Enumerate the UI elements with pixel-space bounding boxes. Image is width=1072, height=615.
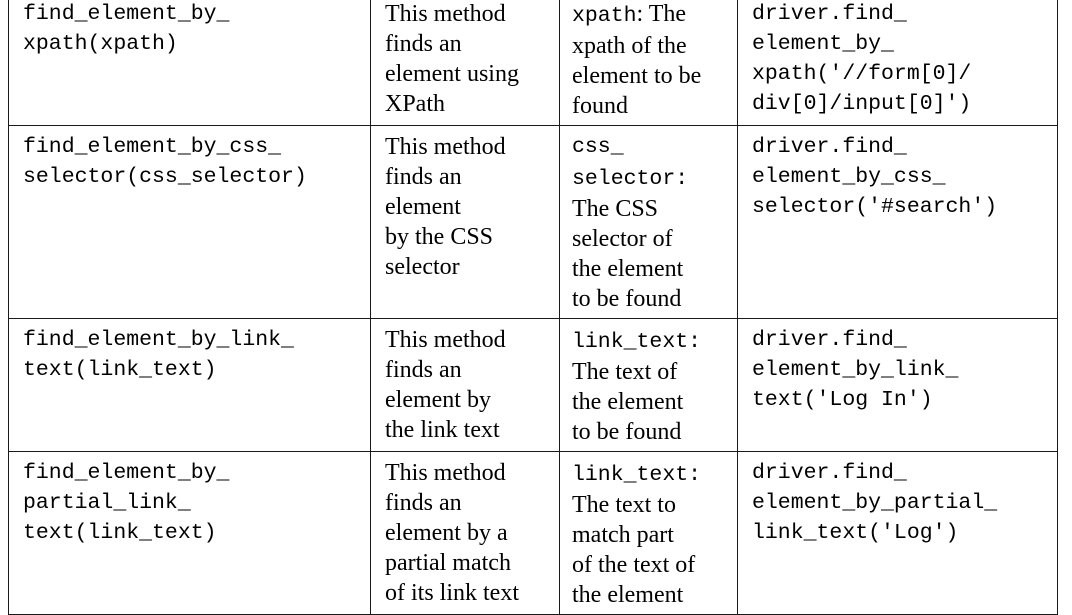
argument-line: selector:: [572, 162, 725, 194]
method-cell: find_element_by_ partial_link_ text(link…: [8, 451, 371, 615]
argument-text: : The: [636, 1, 687, 27]
description-line: finds an: [385, 490, 462, 516]
argument-line: element to be: [572, 63, 702, 89]
example-cell: driver.find_ element_by_css_ selector('#…: [737, 125, 1058, 319]
description-line: of its link text: [385, 580, 519, 606]
example-line: text('Log In'): [752, 388, 933, 412]
selenium-locator-methods-table: find_element_by_ xpath(xpath) This metho…: [8, 0, 1058, 615]
example-line: element_by_: [752, 32, 894, 56]
method-line: selector(css_selector): [23, 165, 307, 189]
method-line: find_element_by_: [23, 2, 230, 26]
argument-text: :: [688, 330, 702, 354]
method-line: partial_link_: [23, 491, 191, 515]
example-cell: driver.find_ element_by_link_ text('Log …: [737, 318, 1058, 452]
argument-line: selector of: [572, 226, 673, 252]
argument-line: the element: [572, 389, 684, 415]
description-line: This method: [385, 460, 506, 486]
method-line: xpath(xpath): [23, 32, 178, 56]
description-line: element using: [385, 61, 519, 87]
example-line: element_by_partial_: [752, 491, 998, 515]
method-line: find_element_by_: [23, 461, 230, 485]
example-line: selector('#search'): [752, 195, 998, 219]
argument-cell: css_ selector: The CSS selector of the e…: [559, 125, 738, 319]
description-line: This method: [385, 327, 506, 353]
description-line: finds an: [385, 31, 462, 57]
description-line: This method: [385, 134, 506, 160]
argument-name: link_text: [572, 463, 689, 487]
example-line: element_by_css_: [752, 165, 946, 189]
table-row: find_element_by_ xpath(xpath) This metho…: [8, 0, 1058, 126]
example-line: driver.find_: [752, 328, 907, 352]
description-cell: This method finds an element by the CSS …: [370, 125, 560, 319]
argument-line: xpath: The: [572, 0, 725, 31]
description-line: by the CSS: [385, 224, 494, 250]
method-line: text(link_text): [23, 358, 217, 382]
description-line: partial match: [385, 550, 511, 576]
description-line: XPath: [385, 91, 445, 117]
table-row: find_element_by_css_ selector(css_select…: [8, 125, 1058, 319]
description-line: finds an: [385, 357, 462, 383]
example-cell: driver.find_ element_by_ xpath('//form[0…: [737, 0, 1058, 126]
argument-line: The text of: [572, 359, 678, 385]
argument-name: selector: [572, 167, 676, 191]
description-line: This method: [385, 1, 506, 27]
description-cell: This method finds an element by the link…: [370, 318, 560, 452]
argument-name: link_text: [572, 330, 689, 354]
argument-cell: link_text: The text to match part of the…: [559, 451, 738, 615]
example-line: xpath('//form[0]/: [752, 62, 972, 86]
description-cell: This method finds an element using XPath: [370, 0, 560, 126]
argument-text: :: [675, 167, 689, 191]
method-line: find_element_by_css_: [23, 135, 282, 159]
argument-line: match part: [572, 522, 674, 548]
example-line: element_by_link_: [752, 358, 959, 382]
argument-line: the element: [572, 256, 684, 282]
description-line: element by a: [385, 520, 508, 546]
argument-line: link_text:: [572, 458, 725, 490]
argument-name: xpath: [572, 4, 637, 28]
table-row: find_element_by_link_ text(link_text) Th…: [8, 318, 1058, 452]
table-row: find_element_by_ partial_link_ text(link…: [8, 451, 1058, 615]
example-line: div[0]/input[0]'): [752, 92, 972, 116]
description-line: element by: [385, 387, 491, 413]
argument-line: link_text:: [572, 325, 725, 357]
description-line: element: [385, 194, 461, 220]
description-line: selector: [385, 254, 460, 280]
argument-line: to be found: [572, 419, 682, 445]
argument-line: The CSS: [572, 196, 659, 222]
method-cell: find_element_by_ xpath(xpath): [8, 0, 371, 126]
argument-line: found: [572, 93, 628, 119]
argument-name: css_: [572, 135, 624, 159]
description-line: finds an: [385, 164, 462, 190]
argument-text: :: [688, 463, 702, 487]
example-line: driver.find_: [752, 135, 907, 159]
argument-cell: link_text: The text of the element to be…: [559, 318, 738, 452]
description-cell: This method finds an element by a partia…: [370, 451, 560, 615]
method-line: text(link_text): [23, 521, 217, 545]
method-cell: find_element_by_link_ text(link_text): [8, 318, 371, 452]
method-line: find_element_by_link_: [23, 328, 294, 352]
example-line: driver.find_: [752, 461, 907, 485]
description-line: the link text: [385, 417, 500, 443]
example-line: link_text('Log'): [752, 521, 959, 545]
method-cell: find_element_by_css_ selector(css_select…: [8, 125, 371, 319]
argument-line: xpath of the: [572, 33, 687, 59]
argument-line: the element: [572, 582, 684, 608]
argument-line: of the text of: [572, 552, 696, 578]
example-line: driver.find_: [752, 2, 907, 26]
example-cell: driver.find_ element_by_partial_ link_te…: [737, 451, 1058, 615]
argument-cell: xpath: The xpath of the element to be fo…: [559, 0, 738, 126]
argument-line: The text to: [572, 492, 676, 518]
argument-line: to be found: [572, 286, 682, 312]
